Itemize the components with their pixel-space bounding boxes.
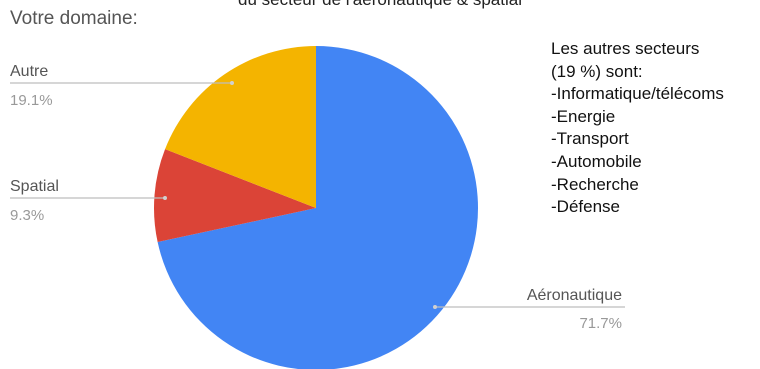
note-line: Les autres secteurs bbox=[551, 39, 700, 58]
leader-dot bbox=[230, 81, 234, 85]
slice-value-label: 71.7% bbox=[579, 315, 622, 332]
pie-slice-a-ronautique bbox=[157, 46, 478, 369]
note-line: -Energie bbox=[551, 106, 616, 126]
note-line: -Transport bbox=[551, 129, 629, 149]
note-line: -Automobile bbox=[551, 151, 642, 171]
slice-label: Autre bbox=[10, 63, 48, 80]
leader-dot bbox=[163, 196, 167, 200]
slice-label: Spatial bbox=[10, 178, 59, 195]
leader-dot bbox=[433, 305, 437, 309]
chart-title: du secteur de l'aéronautique & spatial bbox=[0, 0, 760, 10]
slice-value-label: 19.1% bbox=[10, 92, 53, 109]
slice-label: Aéronautique bbox=[527, 287, 622, 304]
slice-value-label: 9.3% bbox=[10, 207, 44, 224]
note-line: (19 %) sont: bbox=[551, 61, 643, 81]
note-line: -Défense bbox=[551, 197, 620, 217]
section-label: Votre domaine: bbox=[10, 8, 138, 29]
note-line: -Recherche bbox=[551, 174, 639, 194]
note-line: -Informatique/télécoms bbox=[551, 84, 724, 104]
pie-slice-spatial bbox=[153, 149, 316, 243]
pie-slice-autre bbox=[165, 45, 316, 208]
sector-note: Les autres secteurs (19 %) sont: -Inform… bbox=[551, 38, 724, 219]
